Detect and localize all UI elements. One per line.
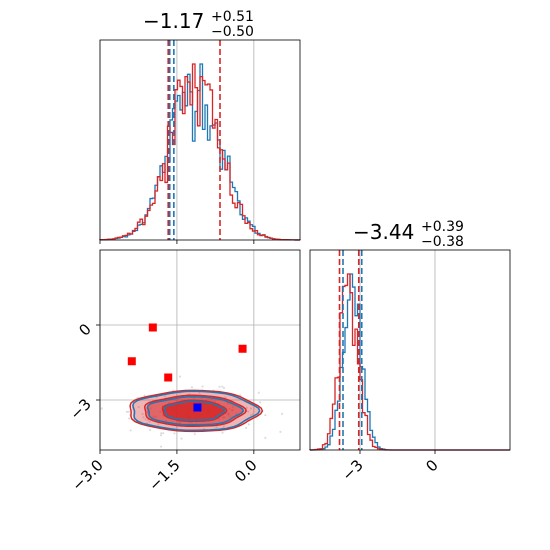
scatter-point xyxy=(193,433,196,436)
scatter-point xyxy=(141,412,144,416)
scatter-point xyxy=(157,423,160,426)
scatter-point xyxy=(162,432,165,435)
scatter-point xyxy=(201,385,204,388)
hist-param2-title-minus: −0.38 xyxy=(421,234,464,250)
y-tick-label: 0 xyxy=(75,320,94,339)
hist-param2-quantile-lines xyxy=(338,250,363,450)
scatter-point xyxy=(149,428,152,432)
scatter-point xyxy=(222,425,225,428)
y-tick-label: −3 xyxy=(66,395,94,423)
scatter-point xyxy=(215,426,218,429)
hist-param1-frame xyxy=(99,39,301,241)
scatter-point xyxy=(128,417,131,420)
scatter-point xyxy=(188,392,191,396)
hist-param1-panel: −1.17 +0.51 −0.50 xyxy=(99,9,301,244)
x-tick-label: 0 xyxy=(422,456,441,475)
contour-line-red xyxy=(161,399,228,423)
scatter-point xyxy=(244,426,248,429)
scatter-point xyxy=(280,412,284,416)
hist-param2-frame xyxy=(309,249,511,451)
joint-frame xyxy=(99,249,301,451)
contour-line-blue xyxy=(146,395,245,426)
hist-param1-grid xyxy=(99,40,255,240)
contour-line-blue xyxy=(132,390,261,432)
scatter-point xyxy=(137,405,140,409)
scatter-point xyxy=(224,396,227,399)
scatter-point xyxy=(127,410,130,413)
scatter-point xyxy=(257,391,260,394)
scatter-point xyxy=(100,407,103,410)
scatter-point xyxy=(245,406,248,409)
scatter-point xyxy=(247,423,250,426)
hist-param1-title-median: −1.17 xyxy=(143,9,204,33)
scatter-point xyxy=(160,432,163,435)
contour-line-red xyxy=(129,389,264,433)
red-square-marker xyxy=(164,373,173,382)
scatter-point xyxy=(218,385,221,388)
scatter-point xyxy=(178,375,182,378)
contour-line-blue xyxy=(163,400,226,422)
scatter-point xyxy=(173,432,176,435)
red-square-marker xyxy=(148,323,157,332)
hist-param1-title-plus: +0.51 xyxy=(211,9,254,25)
scatter-point xyxy=(249,407,253,410)
x-tick-label: −1.5 xyxy=(145,456,183,494)
hist-param2-title-median: −3.44 xyxy=(353,220,414,244)
scatter-point xyxy=(144,418,147,421)
blue-square-marker xyxy=(193,403,202,412)
hist-param2-title-plus: +0.39 xyxy=(421,219,464,235)
scatter-point xyxy=(160,445,163,448)
x-tick-label: −3.0 xyxy=(68,456,106,494)
scatter-point xyxy=(247,410,250,413)
scatter-point xyxy=(222,386,226,390)
scatter-point xyxy=(142,416,145,419)
scatter-point xyxy=(159,434,163,437)
red-square-marker xyxy=(127,357,136,366)
scatter-point xyxy=(264,436,267,439)
joint-panel: −3.0 −1.5 0.0 0 −3 xyxy=(66,249,301,495)
red-square-marker xyxy=(238,344,247,353)
joint-contour-lines xyxy=(129,389,264,433)
scatter-point xyxy=(143,394,146,397)
contour-line-red xyxy=(143,394,248,428)
x-tick-label: −3 xyxy=(338,456,366,484)
hist-param2-panel: −3 0 −3.44 +0.39 −0.38 xyxy=(309,219,511,484)
scatter-point xyxy=(264,414,267,417)
scatter-point xyxy=(180,437,183,440)
hist-param1-quantile-lines xyxy=(167,40,221,240)
x-tick-label: 0.0 xyxy=(231,456,261,486)
scatter-point xyxy=(129,429,132,432)
scatter-point xyxy=(221,385,224,388)
scatter-point xyxy=(190,386,194,389)
scatter-point xyxy=(164,395,167,398)
hist-param2-grid xyxy=(359,250,436,450)
scatter-point xyxy=(125,410,129,413)
scatter-point xyxy=(221,431,224,434)
hist-param1-red-series xyxy=(99,63,301,241)
scatter-point xyxy=(279,430,282,434)
hist-param2-ticks: −3 0 xyxy=(338,450,442,484)
scatter-point xyxy=(198,391,201,394)
scatter-point xyxy=(259,401,262,404)
scatter-point xyxy=(251,413,254,416)
scatter-point xyxy=(148,420,151,423)
joint-markers xyxy=(127,323,247,412)
hist-param1-ticks xyxy=(99,240,255,244)
hist-param1-title-minus: −0.50 xyxy=(211,24,254,40)
